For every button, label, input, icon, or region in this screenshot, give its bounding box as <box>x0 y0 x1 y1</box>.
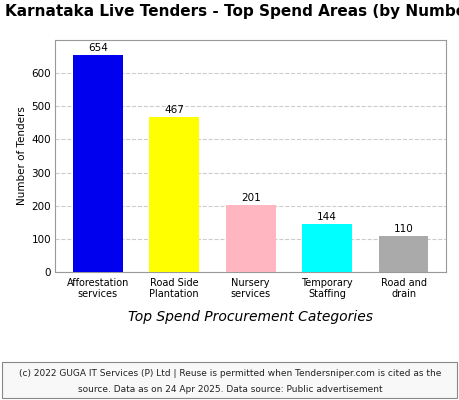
FancyBboxPatch shape <box>2 362 456 398</box>
Bar <box>73 55 123 272</box>
Bar <box>378 236 427 272</box>
Text: 144: 144 <box>317 212 336 222</box>
Text: 654: 654 <box>88 43 107 53</box>
Bar <box>302 224 351 272</box>
Text: source. Data as on 24 Apr 2025. Data source: Public advertisement: source. Data as on 24 Apr 2025. Data sou… <box>78 385 381 394</box>
Text: (c) 2022 GUGA IT Services (P) Ltd | Reuse is permitted when Tendersniper.com is : (c) 2022 GUGA IT Services (P) Ltd | Reus… <box>19 369 440 378</box>
Text: Top Spend Procurement Categories: Top Spend Procurement Categories <box>128 310 372 324</box>
Bar <box>225 205 275 272</box>
Text: Karnataka Live Tenders - Top Spend Areas (by Number): Karnataka Live Tenders - Top Spend Areas… <box>5 4 459 19</box>
Text: 467: 467 <box>164 105 184 115</box>
Text: 110: 110 <box>393 224 413 234</box>
Y-axis label: Number of Tenders: Number of Tenders <box>17 106 27 206</box>
Bar <box>149 117 199 272</box>
Text: 201: 201 <box>241 193 260 203</box>
